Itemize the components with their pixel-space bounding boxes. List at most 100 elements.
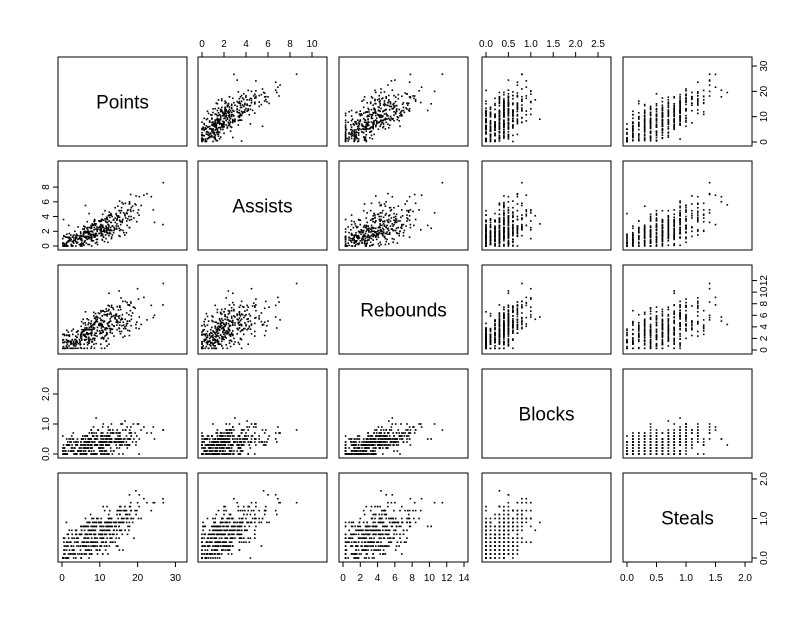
point: [240, 338, 243, 341]
point: [632, 127, 634, 130]
point: [356, 136, 358, 139]
point: [230, 333, 233, 336]
point: [364, 125, 367, 128]
point: [386, 231, 388, 233]
point: [239, 104, 242, 107]
point: [100, 327, 103, 329]
point: [359, 119, 362, 121]
point: [86, 231, 88, 234]
point: [516, 209, 519, 212]
point: [105, 308, 107, 310]
point: [679, 327, 681, 330]
point: [679, 231, 681, 234]
point: [485, 209, 487, 212]
point: [96, 238, 99, 241]
point: [278, 95, 280, 97]
point: [216, 341, 219, 344]
point: [217, 99, 220, 101]
point: [638, 138, 640, 140]
point: [93, 327, 96, 329]
point: [485, 128, 487, 131]
point: [140, 323, 142, 326]
point: [258, 94, 260, 97]
point: [638, 100, 640, 102]
point: [104, 209, 106, 212]
point: [494, 243, 496, 246]
point: [649, 135, 652, 137]
point: [377, 243, 380, 245]
point: [400, 111, 402, 113]
point: [667, 331, 670, 334]
point: [655, 245, 658, 247]
point: [119, 212, 122, 214]
point: [632, 322, 634, 324]
point: [101, 453, 104, 455]
point: [661, 115, 664, 117]
point: [62, 237, 64, 240]
point: [72, 341, 75, 344]
point: [115, 227, 118, 230]
point: [234, 322, 236, 324]
point: [233, 309, 235, 312]
point: [77, 333, 79, 336]
point: [679, 221, 681, 224]
point: [507, 324, 510, 326]
point: [201, 331, 203, 333]
point: [382, 103, 385, 106]
point: [383, 220, 386, 223]
point: [245, 323, 247, 326]
point: [530, 306, 532, 308]
point: [507, 315, 510, 317]
point: [489, 114, 492, 117]
point: [673, 316, 675, 319]
point: [667, 114, 670, 116]
point: [661, 335, 664, 337]
point: [661, 131, 664, 134]
point: [350, 245, 353, 247]
point: [350, 229, 352, 231]
point: [362, 131, 365, 134]
point: [507, 345, 510, 347]
point: [389, 225, 392, 227]
point: [685, 329, 687, 332]
point: [241, 112, 244, 114]
panel-steals-vs-points: [57, 472, 188, 563]
point: [632, 343, 634, 345]
point: [685, 313, 687, 316]
point: [350, 137, 353, 140]
point: [236, 318, 238, 321]
point: [673, 313, 675, 315]
point: [350, 126, 353, 128]
point: [128, 304, 131, 307]
point: [96, 234, 99, 237]
point: [361, 241, 363, 244]
point: [507, 341, 510, 344]
point: [202, 134, 204, 137]
point: [208, 133, 211, 136]
point: [127, 304, 129, 306]
point: [77, 347, 79, 350]
point: [498, 221, 501, 224]
point: [387, 101, 389, 104]
point: [382, 229, 385, 231]
point: [667, 106, 670, 109]
point: [373, 123, 375, 125]
point: [365, 128, 368, 131]
point: [378, 109, 381, 112]
point: [84, 335, 87, 338]
point: [225, 297, 227, 299]
point: [219, 320, 222, 322]
point: [512, 347, 514, 350]
point: [408, 195, 411, 198]
point: [679, 110, 681, 113]
point: [507, 306, 510, 308]
point: [225, 124, 227, 126]
point: [643, 313, 646, 315]
point: [378, 98, 381, 100]
point: [240, 140, 243, 142]
point: [507, 135, 510, 137]
point: [120, 438, 123, 440]
point: [356, 128, 359, 130]
point: [507, 97, 510, 99]
point: [503, 214, 505, 216]
